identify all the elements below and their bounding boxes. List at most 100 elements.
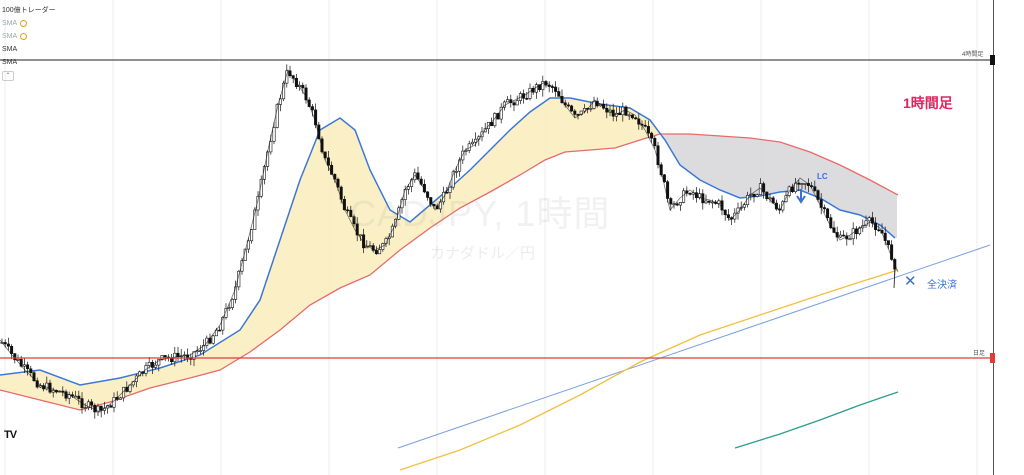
candle-body — [320, 138, 324, 153]
candle-body — [96, 405, 100, 413]
candle-body — [454, 170, 458, 173]
daily-level-marker — [990, 353, 995, 363]
candle-body — [870, 217, 874, 224]
candle-body — [192, 351, 196, 360]
candle-body — [675, 203, 679, 206]
legend-row-sma-3[interactable]: SMA — [2, 43, 56, 56]
candle-body — [275, 104, 279, 128]
hidden-eye-icon[interactable] — [20, 33, 28, 40]
candle-body — [534, 84, 538, 93]
candle-body — [112, 397, 116, 408]
hidden-eye-icon[interactable] — [20, 20, 28, 27]
candlesticks — [0, 64, 899, 419]
candle-body — [422, 183, 426, 193]
candle-body — [688, 193, 692, 195]
ma-clouds — [0, 98, 897, 410]
candle-body — [566, 104, 570, 107]
candle-body — [346, 209, 350, 212]
candle-body — [157, 359, 161, 366]
candle-body — [864, 220, 868, 226]
candle-body — [90, 401, 94, 406]
candle-body — [230, 299, 234, 308]
annotations — [796, 189, 896, 289]
candle-body — [582, 108, 586, 112]
candle-body — [742, 204, 746, 208]
candle-body — [752, 193, 756, 197]
candle-body — [218, 329, 222, 332]
legend-row-sma-1[interactable]: SMA — [2, 17, 56, 30]
candle-body — [77, 395, 81, 399]
symbol-watermark-subtitle: カナダドル／円 — [430, 245, 536, 262]
candle-body — [246, 240, 250, 250]
candle-body — [48, 382, 52, 393]
sma-1-label: SMA — [2, 20, 18, 27]
candle-body — [378, 249, 382, 255]
candle-body — [474, 138, 478, 143]
candle-body — [835, 232, 839, 238]
candle-body — [678, 202, 682, 206]
candle-body — [637, 118, 641, 125]
candle-body — [42, 385, 46, 390]
candle-body — [848, 238, 852, 241]
candle-body — [83, 407, 87, 409]
symbol-watermark: CADJPY, 1時間 — [350, 193, 611, 234]
candle-body — [643, 124, 647, 127]
candle-body — [118, 397, 122, 400]
candle-body — [877, 229, 881, 232]
candle-body — [74, 395, 78, 398]
candle-body — [755, 194, 759, 197]
sma-mid-line — [0, 133, 899, 411]
candle-body — [525, 97, 529, 100]
close-x-icon: ✕ — [904, 273, 917, 290]
candle-body — [336, 178, 340, 188]
daily-level-tag: 日足 — [973, 351, 986, 357]
candle-body — [461, 150, 465, 161]
all-closed-label: 全決済 — [927, 280, 957, 291]
candle-body — [832, 227, 836, 233]
price-axis[interactable] — [993, 0, 1024, 475]
candle-body — [758, 183, 762, 196]
candle-body — [99, 405, 103, 411]
sma-200-line — [399, 269, 899, 471]
candle-body — [109, 405, 113, 408]
candle-body — [669, 198, 673, 205]
sma-4-label: SMA — [2, 59, 18, 66]
candle-body — [650, 132, 654, 139]
indicator-legend: 100億トレーダー SMA SMA SMA SMA ⌃ — [2, 4, 56, 82]
candle-body — [374, 250, 378, 255]
candle-body — [813, 186, 817, 191]
candle-body — [301, 84, 305, 89]
candle-body — [240, 260, 244, 272]
candle-body — [822, 207, 826, 210]
candle-body — [93, 404, 97, 413]
candle-body — [842, 234, 846, 237]
candle-body — [269, 140, 273, 153]
candle-body — [570, 105, 574, 112]
bullish-cloud — [0, 98, 660, 410]
candle-body — [259, 178, 263, 197]
candle-body — [448, 186, 452, 193]
candle-body — [646, 126, 650, 134]
candle-body — [368, 245, 372, 247]
candle-body — [371, 245, 375, 251]
lc-arrowhead-icon — [796, 195, 806, 204]
grid-lines — [4, 0, 978, 475]
candle-body — [576, 114, 580, 116]
candle-body — [720, 200, 724, 211]
candle-body — [797, 182, 801, 185]
candle-body — [515, 100, 519, 106]
legend-title[interactable]: 100億トレーダー — [2, 4, 56, 17]
candle-body — [662, 174, 666, 183]
candle-body — [397, 207, 401, 220]
candle-body — [390, 225, 394, 238]
tradingview-logo-icon[interactable]: TV — [4, 429, 17, 441]
candle-body — [627, 114, 631, 117]
candle-body — [154, 364, 158, 368]
candle-body — [304, 87, 308, 101]
legend-row-sma-2[interactable]: SMA — [2, 30, 56, 43]
legend-row-sma-4[interactable]: SMA — [2, 56, 56, 69]
collapse-legend-button[interactable]: ⌃ — [2, 70, 14, 81]
candle-body — [816, 190, 820, 200]
legend-title-text: 100億トレーダー — [2, 7, 56, 14]
